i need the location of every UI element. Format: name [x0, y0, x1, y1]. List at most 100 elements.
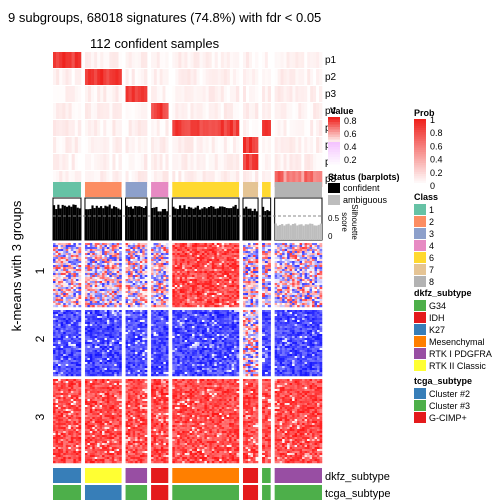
heatmap-cell — [172, 269, 176, 272]
prob-cell — [214, 103, 219, 119]
heatmap-cell — [248, 305, 251, 308]
heatmap-cell — [53, 364, 56, 367]
heatmap-cell — [127, 312, 131, 315]
heatmap-cell — [142, 277, 145, 280]
heatmap-cell — [284, 253, 288, 256]
heatmap-cell — [102, 352, 105, 355]
heatmap-cell — [135, 326, 138, 329]
heatmap-cell — [68, 265, 72, 268]
heatmap-cell — [289, 243, 293, 246]
heatmap-cell — [73, 299, 77, 302]
heatmap-cell — [102, 332, 105, 335]
heatmap-cell — [182, 255, 185, 258]
heatmap-cell — [248, 293, 251, 296]
heatmap-cell — [253, 299, 256, 302]
heatmap-cell — [214, 303, 218, 306]
heatmap-cell — [229, 259, 232, 262]
heatmap-cell — [151, 303, 154, 306]
heatmap-cell — [182, 257, 185, 260]
heatmap-cell — [73, 356, 77, 359]
heatmap-cell — [89, 336, 93, 339]
heatmap-cell — [92, 354, 95, 357]
prob-row-label: p2 — [325, 72, 337, 83]
heatmap-cell — [158, 291, 162, 294]
heatmap-cell — [102, 265, 105, 268]
heatmap-cell — [99, 310, 103, 313]
heatmap-cell — [174, 253, 178, 256]
heatmap-cell — [292, 295, 295, 298]
heatmap-cell — [104, 279, 108, 282]
heatmap-cell — [264, 251, 269, 254]
heatmap-cell — [104, 297, 108, 300]
heatmap-cell — [78, 352, 82, 355]
prob-cell — [140, 171, 145, 187]
heatmap-cell — [75, 299, 79, 302]
heatmap-cell — [304, 267, 308, 270]
heatmap-cell — [219, 273, 222, 276]
heatmap-cell — [297, 289, 300, 292]
prob-cell — [246, 120, 250, 136]
heatmap-cell — [302, 295, 305, 298]
heatmap-cell — [63, 269, 66, 272]
heatmap-cell — [89, 364, 93, 367]
heatmap-cell — [196, 255, 200, 258]
heatmap-cell — [189, 305, 193, 308]
heatmap-cell — [89, 301, 93, 304]
silhouette-bar — [300, 224, 303, 240]
heatmap-cell — [209, 243, 213, 246]
heatmap-cell — [248, 265, 251, 268]
heatmap-cell — [63, 253, 66, 256]
heatmap-cell — [68, 372, 72, 375]
heatmap-cell — [99, 263, 103, 266]
heatmap-cell — [294, 247, 298, 250]
heatmap-cell — [139, 322, 143, 325]
heatmap-cell — [106, 314, 110, 317]
heatmap-cell — [277, 287, 280, 290]
heatmap-cell — [277, 261, 280, 264]
heatmap-cell — [211, 249, 215, 252]
heatmap-cell — [127, 360, 131, 363]
prob-cell — [172, 103, 176, 119]
silhouette-bar — [117, 208, 120, 240]
heatmap-cell — [142, 336, 145, 339]
prob-cell — [115, 69, 119, 85]
prob-cell — [226, 154, 231, 170]
heatmap-cell — [111, 312, 115, 315]
silhouette-bar — [207, 206, 211, 240]
heatmap-cell — [97, 328, 100, 331]
heatmap-cell — [102, 279, 105, 282]
prob-cell — [91, 137, 95, 153]
heatmap-cell — [109, 348, 113, 351]
prob-cell — [143, 69, 148, 85]
heatmap-cell — [55, 269, 59, 272]
heatmap-cell — [219, 279, 222, 282]
heatmap-cell — [245, 291, 249, 294]
heatmap-cell — [68, 281, 72, 284]
heatmap-cell — [70, 332, 74, 335]
prob-cell — [223, 103, 228, 119]
heatmap-cell — [245, 287, 249, 290]
heatmap-cell — [75, 348, 79, 351]
heatmap-cell — [279, 253, 283, 256]
heatmap-cell — [292, 279, 295, 282]
heatmap-cell — [68, 247, 72, 250]
prob-cell — [131, 120, 136, 136]
heatmap-cell — [151, 285, 154, 288]
heatmap-cell — [312, 281, 315, 284]
heatmap-cell — [142, 255, 145, 258]
heatmap-cell — [279, 263, 283, 266]
heatmap-cell — [182, 281, 185, 284]
heatmap-cell — [116, 328, 120, 331]
heatmap-cell — [114, 334, 117, 337]
heatmap-cell — [262, 299, 266, 302]
heatmap-cell — [312, 285, 315, 288]
heatmap-cell — [292, 253, 295, 256]
heatmap-cell — [216, 273, 220, 276]
class-bar-segment — [125, 182, 148, 197]
heatmap-cell — [104, 360, 108, 363]
heatmap-cell — [70, 334, 74, 337]
prob-cell — [165, 86, 169, 102]
heatmap-cell — [102, 374, 105, 377]
prob-cell — [226, 103, 231, 119]
heatmap-cell — [125, 356, 129, 359]
